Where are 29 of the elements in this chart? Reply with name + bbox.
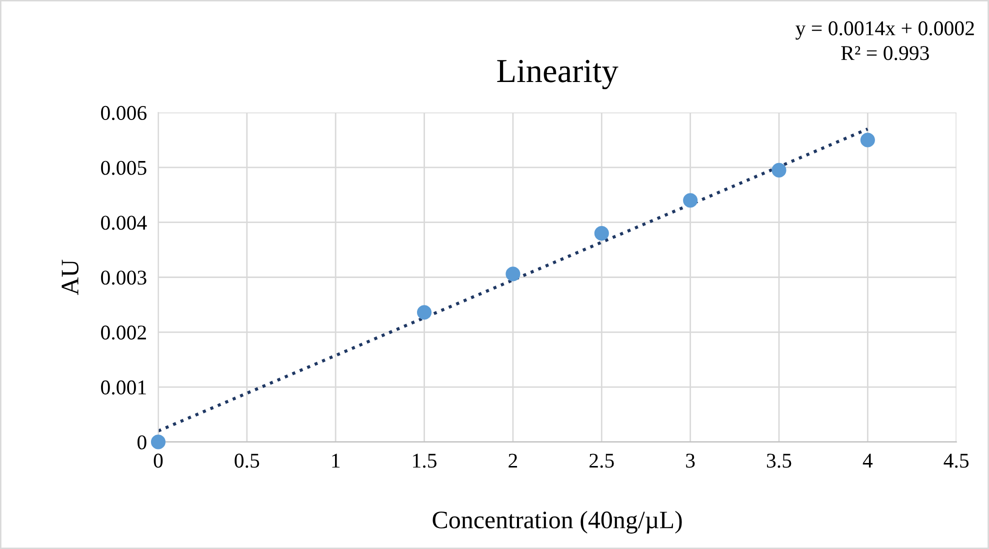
x-tick-label: 2.5 — [590, 454, 614, 468]
x-tick-label: 3 — [686, 454, 695, 468]
x-tick-label: 3.5 — [766, 454, 792, 468]
x-tick-label: 1.5 — [413, 454, 436, 468]
x-tick-label: 0 — [154, 454, 163, 468]
chart-title: Linearity — [497, 60, 618, 90]
point — [860, 132, 875, 148]
point — [594, 226, 609, 241]
y-tick-label: 0.002 — [101, 326, 146, 340]
point — [683, 193, 698, 208]
point — [506, 266, 520, 282]
x-tick-label: 1 — [332, 454, 340, 468]
y-tick-label: 0.005 — [101, 160, 146, 175]
point — [150, 434, 166, 450]
y-tick-label: 0.003 — [101, 270, 146, 285]
x-tick-label: 4 — [862, 454, 873, 468]
point — [416, 305, 432, 320]
y-tick-label: 0.001 — [101, 380, 146, 395]
y-axis-title: AU — [62, 260, 79, 296]
text: y = 0.0014x + 0.0002 — [796, 21, 974, 40]
text: R² = 0.993 — [841, 46, 929, 60]
x-axis-title: Concentration (40ng/µL) — [432, 510, 682, 534]
x-tick-label: 0.5 — [234, 454, 260, 468]
y-tick-label: 0.004 — [101, 216, 147, 230]
y-tick-label: 0 — [138, 435, 146, 450]
point — [772, 162, 786, 178]
x-tick-label: 2 — [508, 454, 518, 468]
x-tick-label: 4.5 — [944, 454, 969, 468]
y-tick-label: 0.006 — [101, 106, 147, 120]
